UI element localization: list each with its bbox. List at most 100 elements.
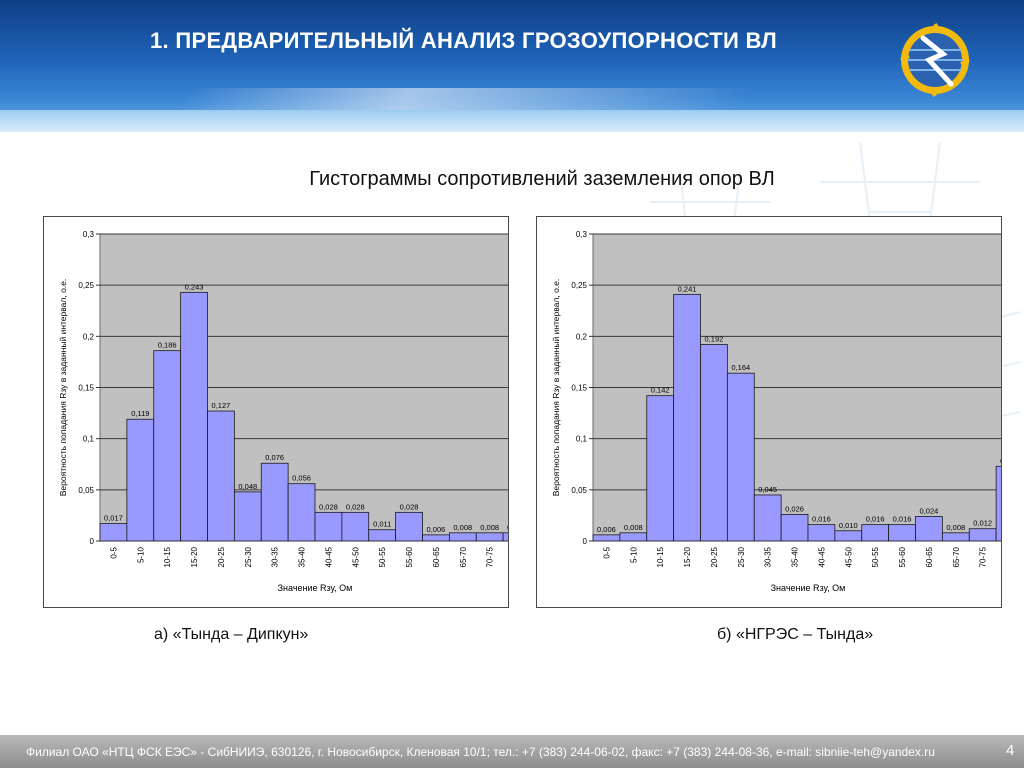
bar-value-label: 0,073 (1000, 456, 1001, 465)
histogram-bar (592, 534, 621, 542)
histogram-bar (287, 483, 316, 542)
x-tick-label: 0-5 (602, 546, 611, 558)
y-tick-label: 0 (583, 537, 588, 546)
x-tick-label: 65-70 (952, 546, 961, 567)
bar-value-label: 0,119 (131, 409, 149, 418)
bar-value-label: 0,028 (400, 502, 419, 511)
x-tick-label: 35-40 (298, 546, 307, 567)
footer-bar: Филиал ОАО «НТЦ ФСК ЕЭС» - СибНИИЭ, 6301… (0, 735, 1024, 768)
y-tick-label: 0,05 (78, 486, 94, 495)
histogram-chart-left: 0 0,05 0,1 0,15 0,2 0,25 0,3 0,017 0-5 0,119 5-10 0… (43, 216, 509, 608)
bar-value-label: 0,008 (946, 523, 965, 532)
bar-value-label: 0,192 (705, 335, 724, 344)
page-number: 4 (1006, 742, 1015, 759)
x-axis-title: Значение Rзу, Ом (278, 583, 353, 593)
histogram-bar (968, 528, 997, 542)
slide-subtitle: Гистограммы сопротивлений заземления опо… (309, 168, 775, 190)
histogram-bar (995, 465, 1001, 542)
histogram-bar (834, 530, 863, 542)
x-tick-label: 5-10 (136, 546, 145, 563)
histogram-bar (368, 529, 397, 542)
x-tick-label: 50-55 (871, 546, 880, 567)
x-tick-label: 25-30 (244, 546, 253, 567)
x-tick-label: 55-60 (898, 546, 907, 567)
slide-title: 1. ПРЕДВАРИТЕЛЬНЫЙ АНАЛИЗ ГРОЗОУПОРНОСТИ… (150, 28, 777, 53)
y-tick-label: 0,3 (576, 230, 588, 239)
y-tick-label: 0,15 (571, 384, 587, 393)
bar-value-label: 0,016 (866, 515, 885, 524)
y-tick-label: 0,25 (78, 281, 94, 290)
slide-header: 1. ПРЕДВАРИТЕЛЬНЫЙ АНАЛИЗ ГРОЗОУПОРНОСТИ… (0, 0, 1024, 132)
x-tick-label: 70-75 (979, 546, 988, 567)
histogram-bar (673, 293, 701, 542)
bar-value-label: 0,006 (597, 525, 616, 534)
histogram-bar (341, 511, 370, 542)
bar-value-label: 0,010 (839, 521, 858, 530)
bar-value-label: 0,012 (973, 519, 992, 528)
bar-value-label: 0,017 (104, 514, 123, 523)
bar-value-label: 0,028 (346, 502, 365, 511)
histogram-bar (861, 524, 890, 542)
histogram-bar (207, 410, 235, 542)
y-tick-label: 0 (90, 537, 95, 546)
x-tick-label: 65-70 (459, 546, 468, 567)
x-tick-label: 60-65 (925, 546, 934, 567)
x-tick-label: 30-35 (764, 546, 773, 567)
bar-value-label: 0,241 (678, 284, 697, 293)
y-tick-label: 0,25 (571, 281, 587, 290)
histogram-bar (395, 511, 423, 542)
y-tick-label: 0,3 (83, 230, 95, 239)
y-tick-label: 0,1 (83, 435, 95, 444)
histogram-svg-left: 0 0,05 0,1 0,15 0,2 0,25 0,3 0,017 0-5 0,119 5-10 0… (58, 230, 508, 593)
x-tick-label: 60-65 (432, 546, 441, 567)
bar-value-label: 0,016 (812, 515, 831, 524)
x-tick-label: 40-45 (324, 546, 333, 567)
bar-value-label: 0,026 (785, 504, 804, 513)
x-tick-label: 55-60 (405, 546, 414, 567)
histogram-bar (314, 511, 343, 542)
y-tick-label: 0,1 (576, 435, 588, 444)
footer-contact-text: Филиал ОАО «НТЦ ФСК ЕЭС» - СибНИИЭ, 6301… (26, 745, 935, 759)
histogram-bar (153, 350, 182, 542)
x-axis-title: Значение Rзу, Ом (771, 583, 846, 593)
bar-value-label: 0,048 (238, 482, 257, 491)
x-tick-label: 45-50 (844, 546, 853, 567)
histogram-bar (233, 491, 262, 542)
x-tick-label: 20-25 (710, 546, 719, 567)
histogram-bar (99, 523, 128, 542)
y-tick-label: 0,2 (83, 332, 95, 341)
bar-value-label: 0,056 (292, 474, 311, 483)
y-tick-label: 0,05 (571, 486, 587, 495)
bar-value-label: 0,006 (427, 525, 446, 534)
histogram-bar (502, 532, 508, 542)
bar-value-label: 0,164 (731, 363, 750, 372)
x-tick-label: 15-20 (190, 546, 199, 567)
x-tick-label: 45-50 (351, 546, 360, 567)
histogram-bar (807, 524, 836, 542)
x-tick-label: 0-5 (109, 546, 118, 558)
y-axis-title: Вероятность попадания Rзу в заданный инт… (58, 279, 68, 497)
histogram-bar (915, 516, 943, 542)
x-tick-label: 25-30 (737, 546, 746, 567)
histogram-bar (726, 372, 755, 542)
histogram-bar (126, 418, 155, 542)
histogram-chart-right: 0 0,05 0,1 0,15 0,2 0,25 0,3 0,006 0-5 0,008 5-10 0… (536, 216, 1002, 608)
bar-value-label: 0,045 (758, 485, 777, 494)
bar-value-label: 0,008 (507, 523, 508, 532)
x-tick-label: 5-10 (629, 546, 638, 563)
bar-value-label: 0,011 (373, 520, 391, 529)
x-tick-label: 30-35 (271, 546, 280, 567)
x-tick-label: 20-25 (217, 546, 226, 567)
histogram-bar (448, 532, 477, 542)
histogram-bar (646, 395, 675, 542)
histogram-bar (475, 532, 504, 542)
bar-value-label: 0,008 (480, 523, 499, 532)
header-stripe (0, 110, 1024, 132)
bar-value-label: 0,024 (920, 506, 939, 515)
x-tick-label: 35-40 (791, 546, 800, 567)
bar-value-label: 0,243 (185, 282, 204, 291)
histogram-bar (619, 532, 648, 542)
histogram-svg-right: 0 0,05 0,1 0,15 0,2 0,25 0,3 0,006 0-5 0,008 5-10 0… (551, 230, 1001, 593)
x-tick-label: 50-55 (378, 546, 387, 567)
bar-value-label: 0,142 (651, 386, 670, 395)
